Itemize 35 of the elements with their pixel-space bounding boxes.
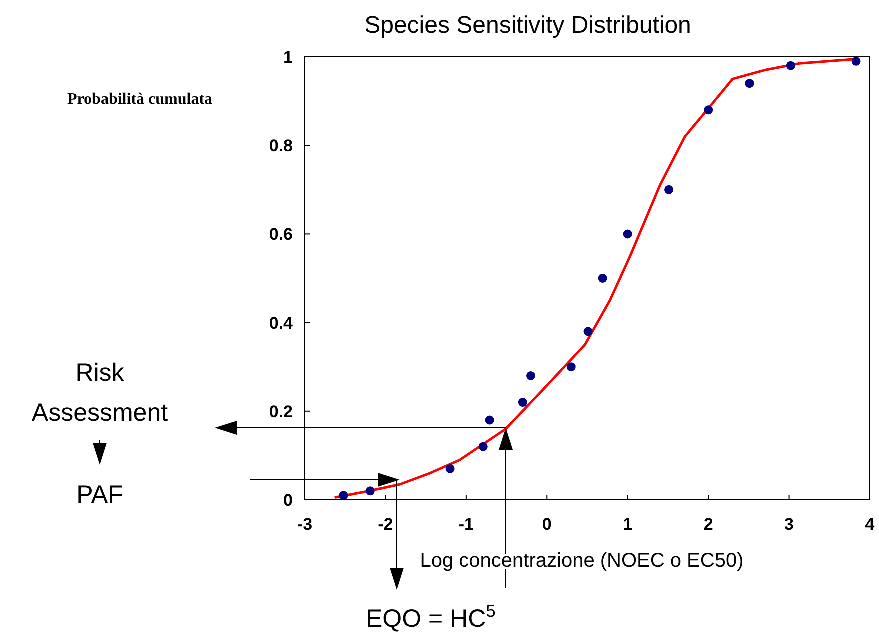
point <box>339 491 348 500</box>
point <box>478 442 488 452</box>
point <box>623 230 632 239</box>
x-tick-label: -2 <box>378 515 394 534</box>
y-tick-label: 0.4 <box>269 314 294 333</box>
y-tick-label: 0.8 <box>269 136 293 156</box>
text: EQO = HC$^{5}$ <box>366 601 496 632</box>
y-tick-label: 0.6 <box>269 225 293 244</box>
chart-title: Species Sensitivity Distribution <box>364 12 692 39</box>
point <box>598 274 608 283</box>
text: PAF <box>76 481 124 509</box>
point <box>485 416 494 425</box>
x-tick-label: 1 <box>623 515 633 534</box>
x-tick-label: -3 <box>297 515 313 534</box>
point <box>584 327 593 336</box>
point <box>704 106 714 115</box>
point <box>664 185 674 194</box>
y-tick-label: 0 <box>284 490 293 510</box>
point <box>786 61 796 70</box>
y-tick-label: 1 <box>284 48 293 67</box>
point <box>518 398 528 408</box>
y-tick-label: 0.2 <box>269 402 293 422</box>
text: Risk Assessment <box>32 359 168 427</box>
point <box>526 371 536 380</box>
point <box>852 56 861 66</box>
point <box>446 464 455 474</box>
y-axis-title: Probabilità cumulata <box>67 91 213 108</box>
point <box>366 486 375 496</box>
point <box>745 79 754 88</box>
x-tick-label: 0 <box>542 515 552 534</box>
point <box>566 362 576 372</box>
x-tick-label: 3 <box>784 515 794 534</box>
x-tick-label: 4 <box>865 515 876 534</box>
x-tick-label: -1 <box>458 515 474 534</box>
x-tick-label: 2 <box>704 515 714 534</box>
